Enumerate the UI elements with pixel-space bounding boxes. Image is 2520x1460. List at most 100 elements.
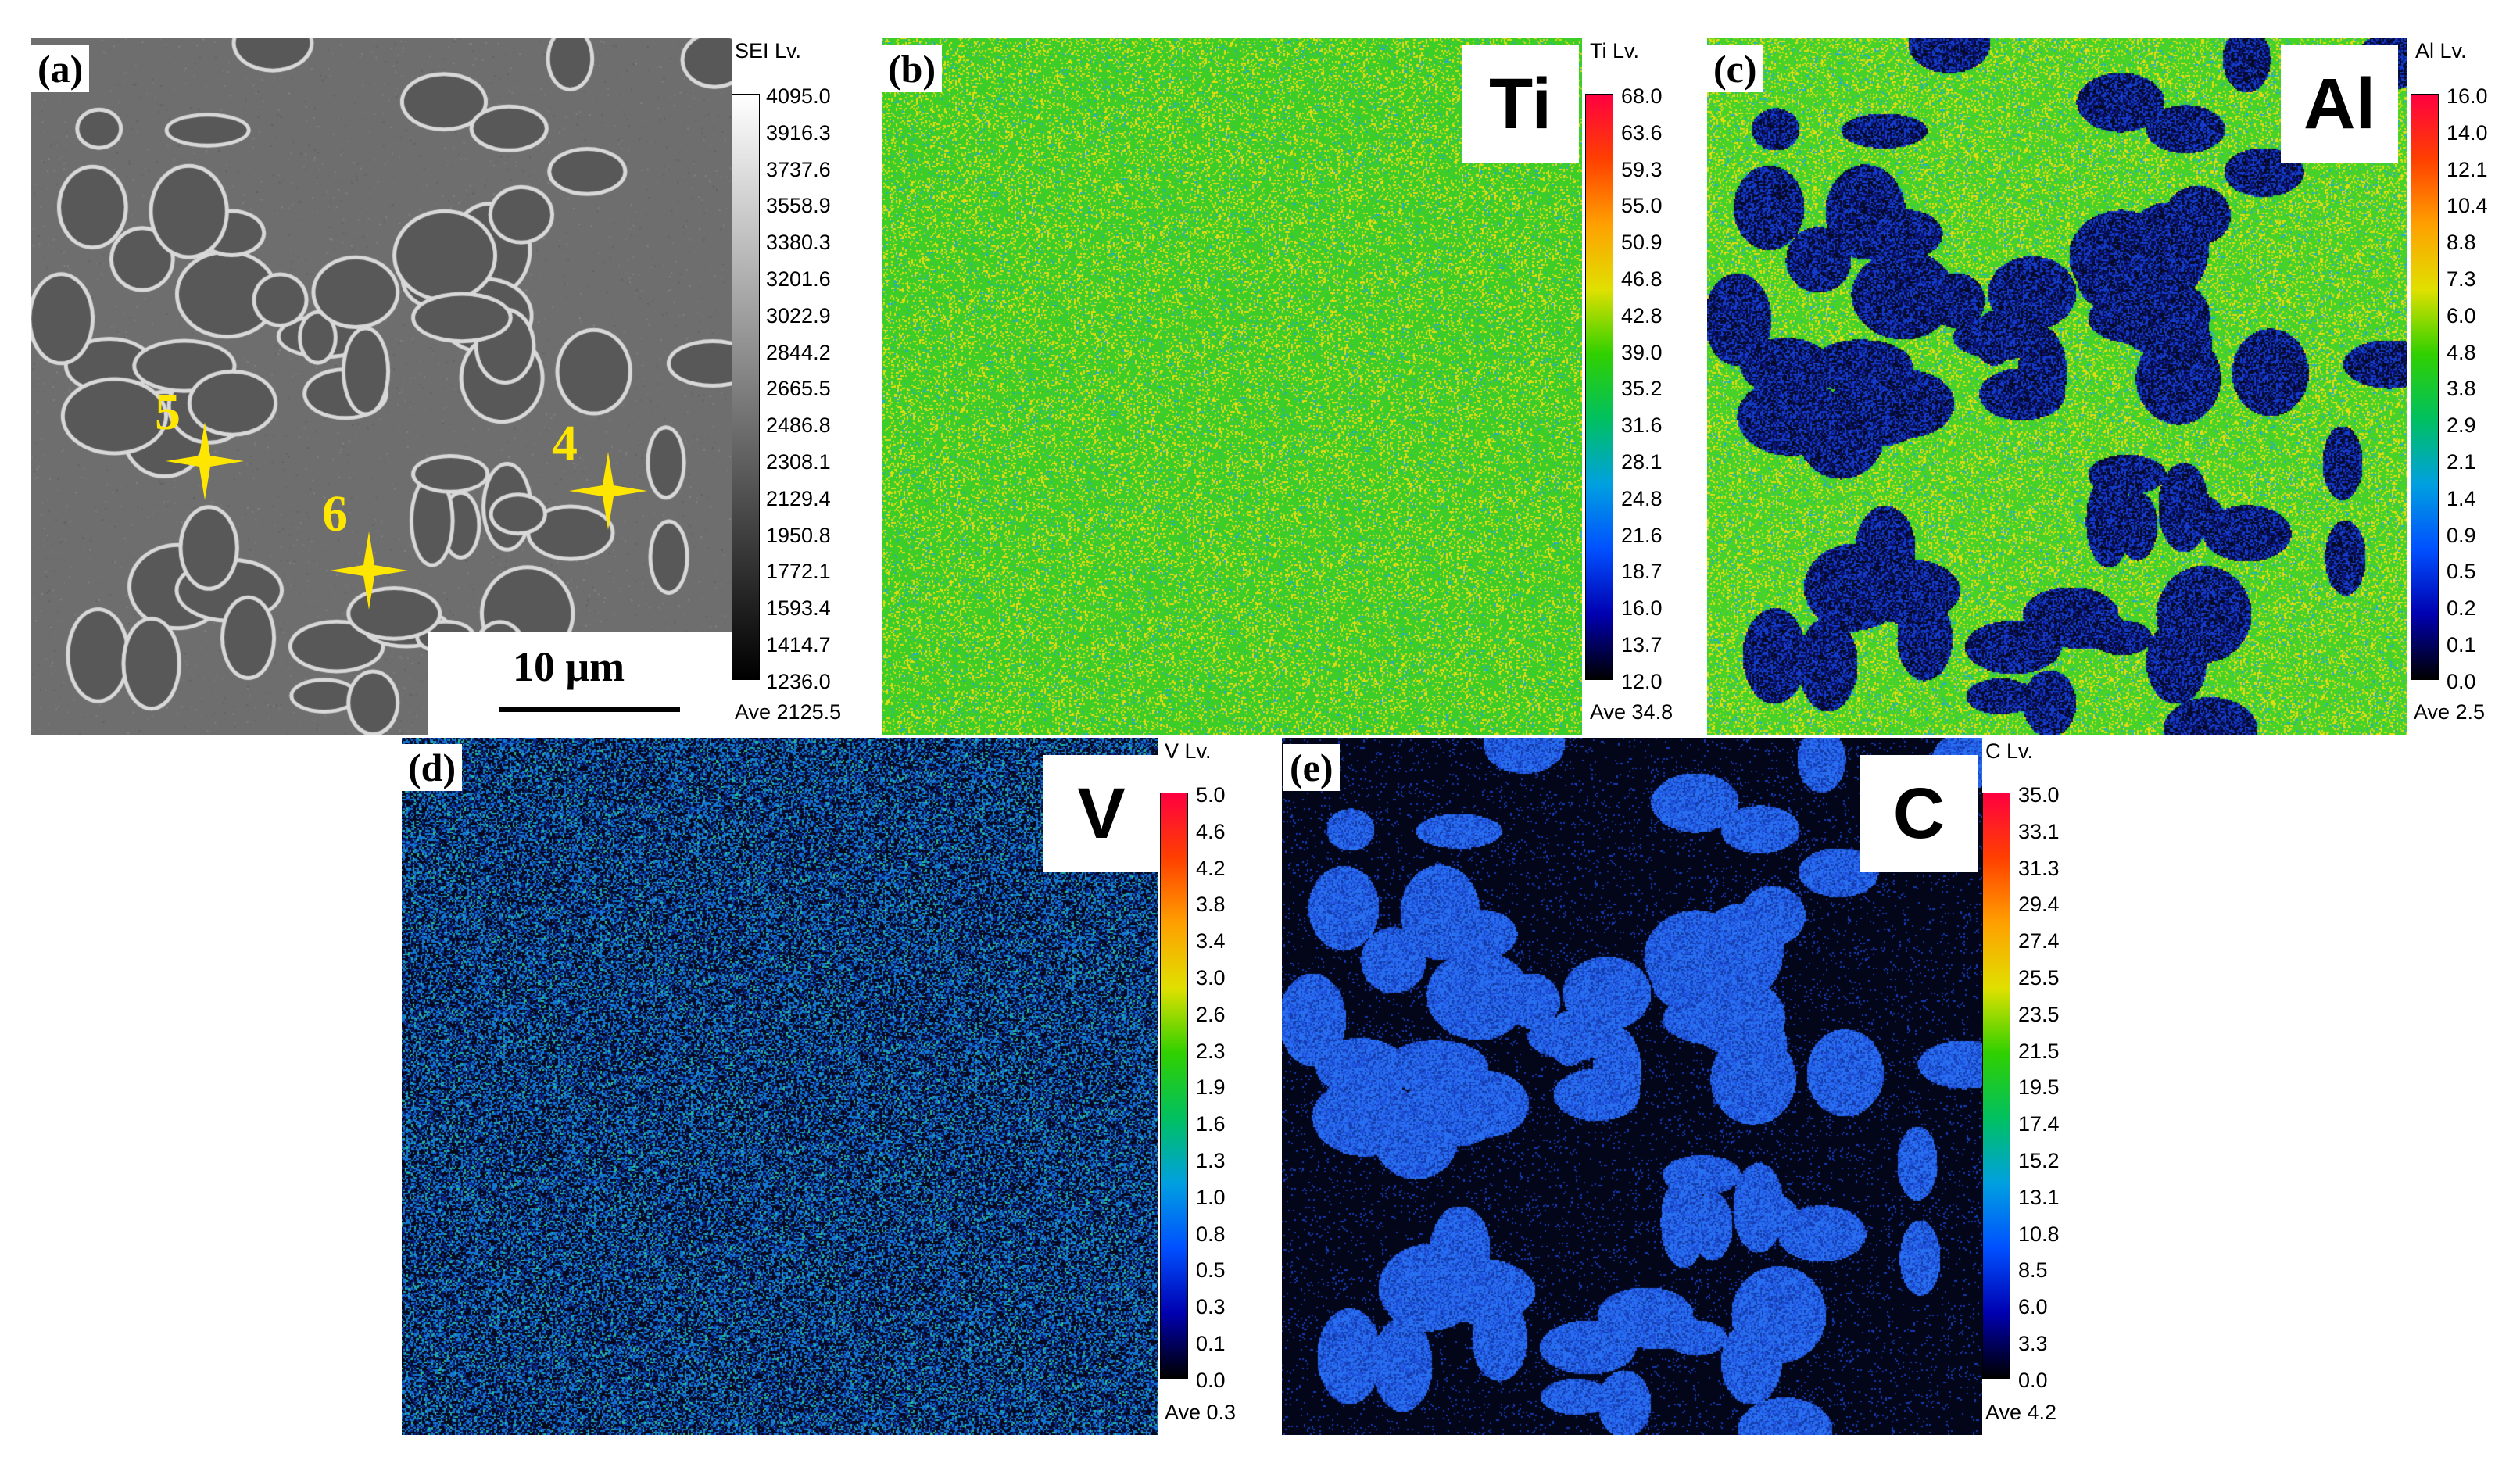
panel-e-element: C xyxy=(1860,755,1978,872)
panel-e-tick: 6.0 xyxy=(2018,1295,2048,1319)
panel-e-tick: 27.4 xyxy=(2018,929,2060,954)
panel-b-tick: 24.8 xyxy=(1621,486,1663,510)
panel-a-label: (a) xyxy=(31,45,90,92)
panel-d-tick: 0.1 xyxy=(1196,1332,1226,1355)
panel-d-tick: 5.0 xyxy=(1196,783,1226,807)
panel-b-tick: 39.0 xyxy=(1621,340,1663,364)
panel-b-label: (b) xyxy=(882,45,943,92)
panel-a-tick: 3916.3 xyxy=(766,120,831,145)
panel-e-tick: 23.5 xyxy=(2018,1002,2060,1026)
panel-c-tick: 0.9 xyxy=(2447,523,2476,547)
panel-e-tick: 31.3 xyxy=(2018,856,2060,880)
panel-a-tick: 2308.1 xyxy=(766,450,831,474)
panel-a-average: Ave 2125.5 xyxy=(735,700,842,724)
panel-e-level-title: C Lv. xyxy=(1985,739,2034,763)
marker-6-label: 6 xyxy=(322,485,348,542)
panel-a-tick: 3201.6 xyxy=(766,267,831,291)
panel-a-tick: 1236.0 xyxy=(766,669,831,693)
panel-b-tick: 68.0 xyxy=(1621,84,1663,108)
panel-c-element: Al xyxy=(2281,45,2398,163)
marker-5 xyxy=(166,422,244,500)
panel-c-tick: 7.3 xyxy=(2447,267,2476,291)
panel-e-tick: 10.8 xyxy=(2018,1222,2060,1246)
panel-d-tick: 1.6 xyxy=(1196,1112,1226,1136)
marker-6 xyxy=(330,531,408,610)
panel-d-tick: 3.8 xyxy=(1196,893,1226,917)
panel-b-average: Ave 34.8 xyxy=(1590,700,1673,724)
panel-a-tick: 3737.6 xyxy=(766,157,831,181)
panel-d-label: (d) xyxy=(402,744,463,791)
panel-a-tick: 1414.7 xyxy=(766,633,831,657)
panel-e-colorbar xyxy=(1982,793,2010,1379)
panel-c-tick: 2.1 xyxy=(2447,450,2476,474)
panel-c-tick: 3.8 xyxy=(2447,377,2476,401)
scale-bar: 10 μm xyxy=(428,632,733,735)
panel-d-element: V xyxy=(1043,755,1160,872)
panel-d-tick: 0.3 xyxy=(1196,1295,1226,1319)
panel-d-tick: 2.6 xyxy=(1196,1002,1226,1026)
panel-e-tick: 3.3 xyxy=(2018,1332,2048,1355)
panel-a-tick: 2665.5 xyxy=(766,377,831,401)
panel-e-tick: 8.5 xyxy=(2018,1258,2048,1283)
panel-d-average: Ave 0.3 xyxy=(1165,1401,1237,1424)
panel-d-tick: 3.0 xyxy=(1196,966,1226,989)
panel-d-tick: 2.3 xyxy=(1196,1039,1226,1063)
panel-c-tick: 12.1 xyxy=(2447,157,2488,181)
panel-c-tick: 0.0 xyxy=(2447,669,2476,693)
scale-bar-label: 10 μm xyxy=(513,643,625,690)
panel-c-label: (c) xyxy=(1707,45,1763,92)
panel-a-tick: 3558.9 xyxy=(766,194,831,218)
panel-d-tick: 4.6 xyxy=(1196,819,1226,843)
panel-d-level-title: V Lv. xyxy=(1165,739,1212,763)
panel-a-tick: 1950.8 xyxy=(766,523,831,547)
panel-c-tick: 6.0 xyxy=(2447,303,2476,327)
panel-b-tick: 35.2 xyxy=(1621,377,1663,401)
panel-d-tick: 4.2 xyxy=(1196,856,1226,880)
panel-d-tick: 0.0 xyxy=(1196,1368,1226,1392)
panel-b-tick: 59.3 xyxy=(1621,157,1663,181)
sem-image xyxy=(31,38,732,735)
panel-a-tick: 1772.1 xyxy=(766,560,831,584)
panel-c-tick: 1.4 xyxy=(2447,486,2476,510)
panel-b-tick: 63.6 xyxy=(1621,120,1663,145)
panel-d-colorbar xyxy=(1160,793,1188,1379)
panel-e-tick: 25.5 xyxy=(2018,966,2060,989)
panel-e-tick: 35.0 xyxy=(2018,783,2060,807)
panel-b-tick: 31.6 xyxy=(1621,413,1663,438)
marker-5-label: 5 xyxy=(155,384,181,441)
panel-d-tick: 0.5 xyxy=(1196,1258,1226,1283)
panel-d-tick: 1.9 xyxy=(1196,1075,1226,1100)
panel-a-tick: 2129.4 xyxy=(766,486,831,510)
panel-b-tick: 55.0 xyxy=(1621,194,1663,218)
panel-b-tick: 12.0 xyxy=(1621,669,1663,693)
panel-c-tick: 0.1 xyxy=(2447,633,2476,657)
panel-e-tick: 29.4 xyxy=(2018,893,2060,917)
marker-4 xyxy=(569,452,647,530)
panel-e-tick: 15.2 xyxy=(2018,1149,2060,1172)
panel-b-colorbar xyxy=(1585,94,1613,680)
panel-e-tick: 17.4 xyxy=(2018,1112,2060,1136)
panel-c-tick: 2.9 xyxy=(2447,413,2476,438)
panel-e-tick: 21.5 xyxy=(2018,1039,2060,1063)
panel-b-tick: 50.9 xyxy=(1621,231,1663,255)
panel-c-tick: 0.2 xyxy=(2447,596,2476,621)
panel-a-colorbar xyxy=(732,94,760,680)
panel-e-tick: 19.5 xyxy=(2018,1075,2060,1100)
panel-c-tick: 4.8 xyxy=(2447,340,2476,364)
panel-b-tick: 13.7 xyxy=(1621,633,1663,657)
panel-d-tick: 0.8 xyxy=(1196,1222,1226,1246)
panel-e-tick: 33.1 xyxy=(2018,819,2060,843)
panel-a-tick: 2844.2 xyxy=(766,340,831,364)
panel-b-tick: 28.1 xyxy=(1621,450,1663,474)
panel-a-tick: 1593.4 xyxy=(766,596,831,621)
panel-b-tick: 46.8 xyxy=(1621,267,1663,291)
v-map xyxy=(402,738,1158,1435)
panel-b-tick: 21.6 xyxy=(1621,523,1663,547)
panel-d-tick: 1.3 xyxy=(1196,1149,1226,1172)
panel-a-level-title: SEI Lv. xyxy=(735,39,802,63)
panel-b-tick: 16.0 xyxy=(1621,596,1663,621)
panel-c-tick: 10.4 xyxy=(2447,194,2488,218)
panel-a-tick: 2486.8 xyxy=(766,413,831,438)
panel-d-tick: 1.0 xyxy=(1196,1185,1226,1209)
panel-c-tick: 14.0 xyxy=(2447,120,2488,145)
